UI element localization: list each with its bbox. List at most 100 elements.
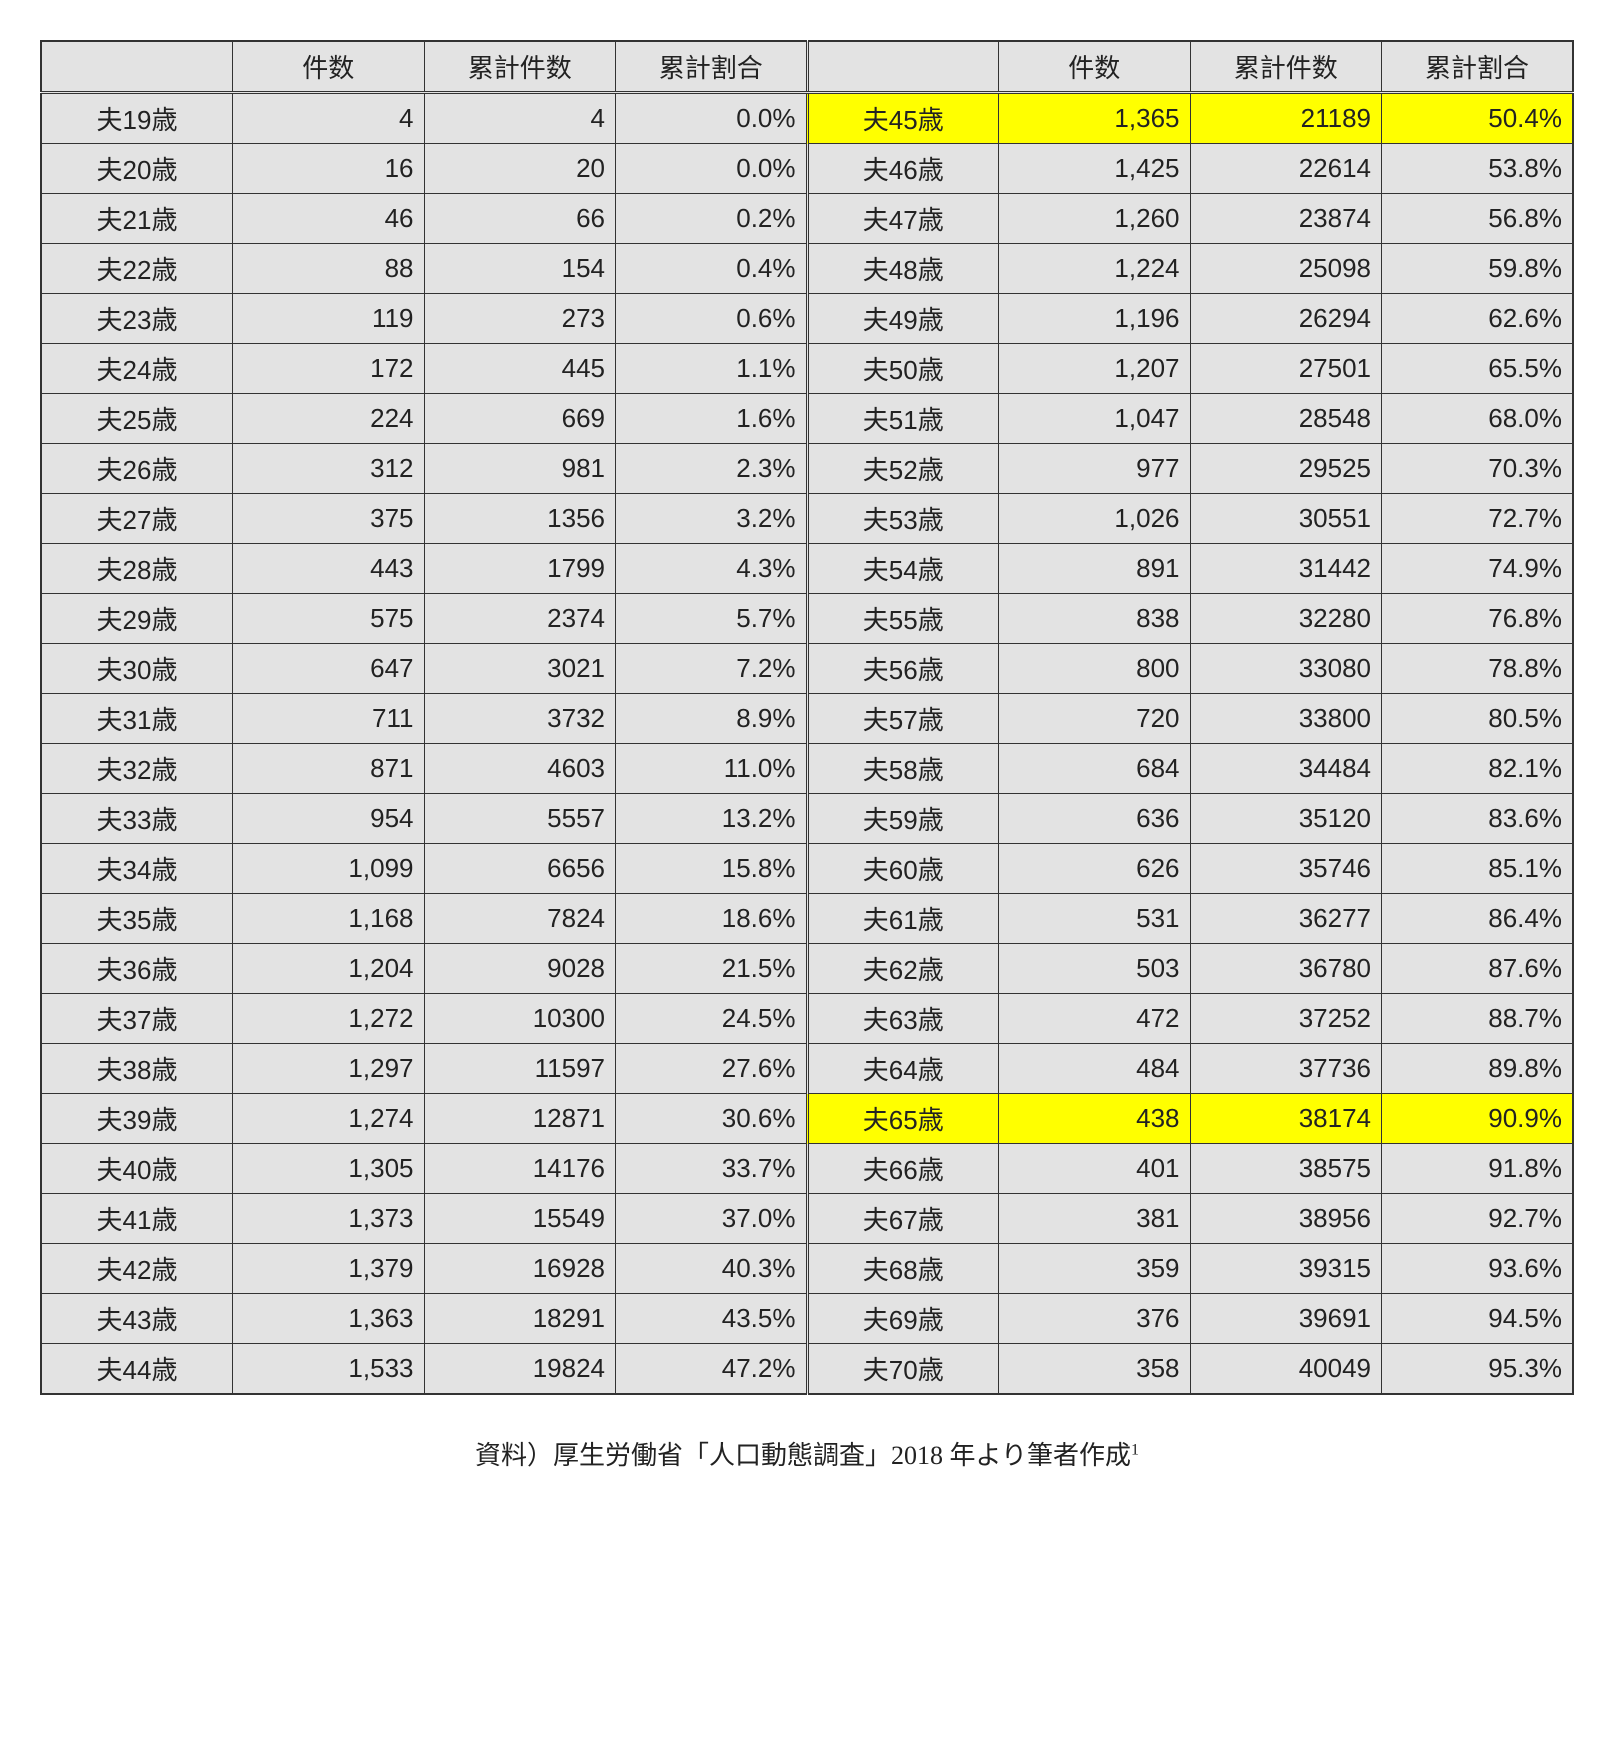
age-cell: 夫68歳 <box>807 1244 999 1294</box>
data-table: 件数 累計件数 累計割合 件数 累計件数 累計割合 夫19歳440.0%夫45歳… <box>40 40 1574 1395</box>
age-cell: 夫23歳 <box>41 294 233 344</box>
cumratio-cell: 62.6% <box>1382 294 1574 344</box>
age-cell: 夫34歳 <box>41 844 233 894</box>
count-cell: 1,224 <box>999 244 1191 294</box>
cumratio-cell: 11.0% <box>616 744 808 794</box>
count-cell: 4 <box>233 93 425 144</box>
cumcount-cell: 5557 <box>424 794 616 844</box>
count-cell: 838 <box>999 594 1191 644</box>
age-cell: 夫50歳 <box>807 344 999 394</box>
age-cell: 夫28歳 <box>41 544 233 594</box>
age-cell: 夫25歳 <box>41 394 233 444</box>
cumratio-cell: 68.0% <box>1382 394 1574 444</box>
count-cell: 472 <box>999 994 1191 1044</box>
cumratio-cell: 2.3% <box>616 444 808 494</box>
age-cell: 夫60歳 <box>807 844 999 894</box>
header-count-right: 件数 <box>999 41 1191 93</box>
count-cell: 46 <box>233 194 425 244</box>
table-row: 夫36歳1,204902821.5%夫62歳5033678087.6% <box>41 944 1573 994</box>
cumcount-cell: 6656 <box>424 844 616 894</box>
cumratio-cell: 33.7% <box>616 1144 808 1194</box>
table-row: 夫41歳1,3731554937.0%夫67歳3813895692.7% <box>41 1194 1573 1244</box>
cumcount-cell: 4603 <box>424 744 616 794</box>
cumcount-cell: 154 <box>424 244 616 294</box>
header-blank-right <box>807 41 999 93</box>
count-cell: 1,297 <box>233 1044 425 1094</box>
age-cell: 夫38歳 <box>41 1044 233 1094</box>
cumratio-cell: 93.6% <box>1382 1244 1574 1294</box>
count-cell: 438 <box>999 1094 1191 1144</box>
cumratio-cell: 76.8% <box>1382 594 1574 644</box>
age-cell: 夫63歳 <box>807 994 999 1044</box>
cumcount-cell: 30551 <box>1190 494 1382 544</box>
cumcount-cell: 23874 <box>1190 194 1382 244</box>
table-row: 夫42歳1,3791692840.3%夫68歳3593931593.6% <box>41 1244 1573 1294</box>
cumcount-cell: 22614 <box>1190 144 1382 194</box>
table-row: 夫44歳1,5331982447.2%夫70歳3584004995.3% <box>41 1344 1573 1395</box>
cumratio-cell: 82.1% <box>1382 744 1574 794</box>
cumratio-cell: 87.6% <box>1382 944 1574 994</box>
table-row: 夫25歳2246691.6%夫51歳1,0472854868.0% <box>41 394 1573 444</box>
count-cell: 401 <box>999 1144 1191 1194</box>
cumratio-cell: 18.6% <box>616 894 808 944</box>
cumcount-cell: 10300 <box>424 994 616 1044</box>
age-cell: 夫70歳 <box>807 1344 999 1395</box>
count-cell: 381 <box>999 1194 1191 1244</box>
cumratio-cell: 92.7% <box>1382 1194 1574 1244</box>
cumcount-cell: 3021 <box>424 644 616 694</box>
count-cell: 891 <box>999 544 1191 594</box>
count-cell: 684 <box>999 744 1191 794</box>
age-cell: 夫49歳 <box>807 294 999 344</box>
cumratio-cell: 5.7% <box>616 594 808 644</box>
cumratio-cell: 4.3% <box>616 544 808 594</box>
cumratio-cell: 89.8% <box>1382 1044 1574 1094</box>
age-cell: 夫42歳 <box>41 1244 233 1294</box>
cumratio-cell: 43.5% <box>616 1294 808 1344</box>
table-row: 夫24歳1724451.1%夫50歳1,2072750165.5% <box>41 344 1573 394</box>
cumcount-cell: 981 <box>424 444 616 494</box>
age-cell: 夫35歳 <box>41 894 233 944</box>
count-cell: 224 <box>233 394 425 444</box>
cumcount-cell: 37736 <box>1190 1044 1382 1094</box>
table-row: 夫26歳3129812.3%夫52歳9772952570.3% <box>41 444 1573 494</box>
cumratio-cell: 1.1% <box>616 344 808 394</box>
cumcount-cell: 16928 <box>424 1244 616 1294</box>
age-cell: 夫51歳 <box>807 394 999 444</box>
age-cell: 夫27歳 <box>41 494 233 544</box>
cumratio-cell: 74.9% <box>1382 544 1574 594</box>
cumcount-cell: 27501 <box>1190 344 1382 394</box>
table-row: 夫21歳46660.2%夫47歳1,2602387456.8% <box>41 194 1573 244</box>
table-row: 夫19歳440.0%夫45歳1,3652118950.4% <box>41 93 1573 144</box>
count-cell: 531 <box>999 894 1191 944</box>
cumcount-cell: 12871 <box>424 1094 616 1144</box>
age-cell: 夫22歳 <box>41 244 233 294</box>
count-cell: 375 <box>233 494 425 544</box>
cumratio-cell: 85.1% <box>1382 844 1574 894</box>
count-cell: 871 <box>233 744 425 794</box>
cumratio-cell: 27.6% <box>616 1044 808 1094</box>
age-cell: 夫62歳 <box>807 944 999 994</box>
cumcount-cell: 35120 <box>1190 794 1382 844</box>
cumratio-cell: 95.3% <box>1382 1344 1574 1395</box>
count-cell: 711 <box>233 694 425 744</box>
cumratio-cell: 50.4% <box>1382 93 1574 144</box>
header-cumcount-left: 累計件数 <box>424 41 616 93</box>
cumcount-cell: 32280 <box>1190 594 1382 644</box>
cumcount-cell: 38956 <box>1190 1194 1382 1244</box>
cumcount-cell: 39315 <box>1190 1244 1382 1294</box>
count-cell: 1,379 <box>233 1244 425 1294</box>
cumcount-cell: 39691 <box>1190 1294 1382 1344</box>
cumcount-cell: 9028 <box>424 944 616 994</box>
cumcount-cell: 1356 <box>424 494 616 544</box>
caption-text: 資料）厚生労働省「人口動態調査」2018 年より筆者作成 <box>475 1441 1131 1470</box>
age-cell: 夫45歳 <box>807 93 999 144</box>
age-cell: 夫31歳 <box>41 694 233 744</box>
table-row: 夫40歳1,3051417633.7%夫66歳4013857591.8% <box>41 1144 1573 1194</box>
cumcount-cell: 34484 <box>1190 744 1382 794</box>
age-cell: 夫44歳 <box>41 1344 233 1395</box>
count-cell: 16 <box>233 144 425 194</box>
cumcount-cell: 445 <box>424 344 616 394</box>
cumratio-cell: 1.6% <box>616 394 808 444</box>
cumratio-cell: 8.9% <box>616 694 808 744</box>
table-row: 夫32歳871460311.0%夫58歳6843448482.1% <box>41 744 1573 794</box>
